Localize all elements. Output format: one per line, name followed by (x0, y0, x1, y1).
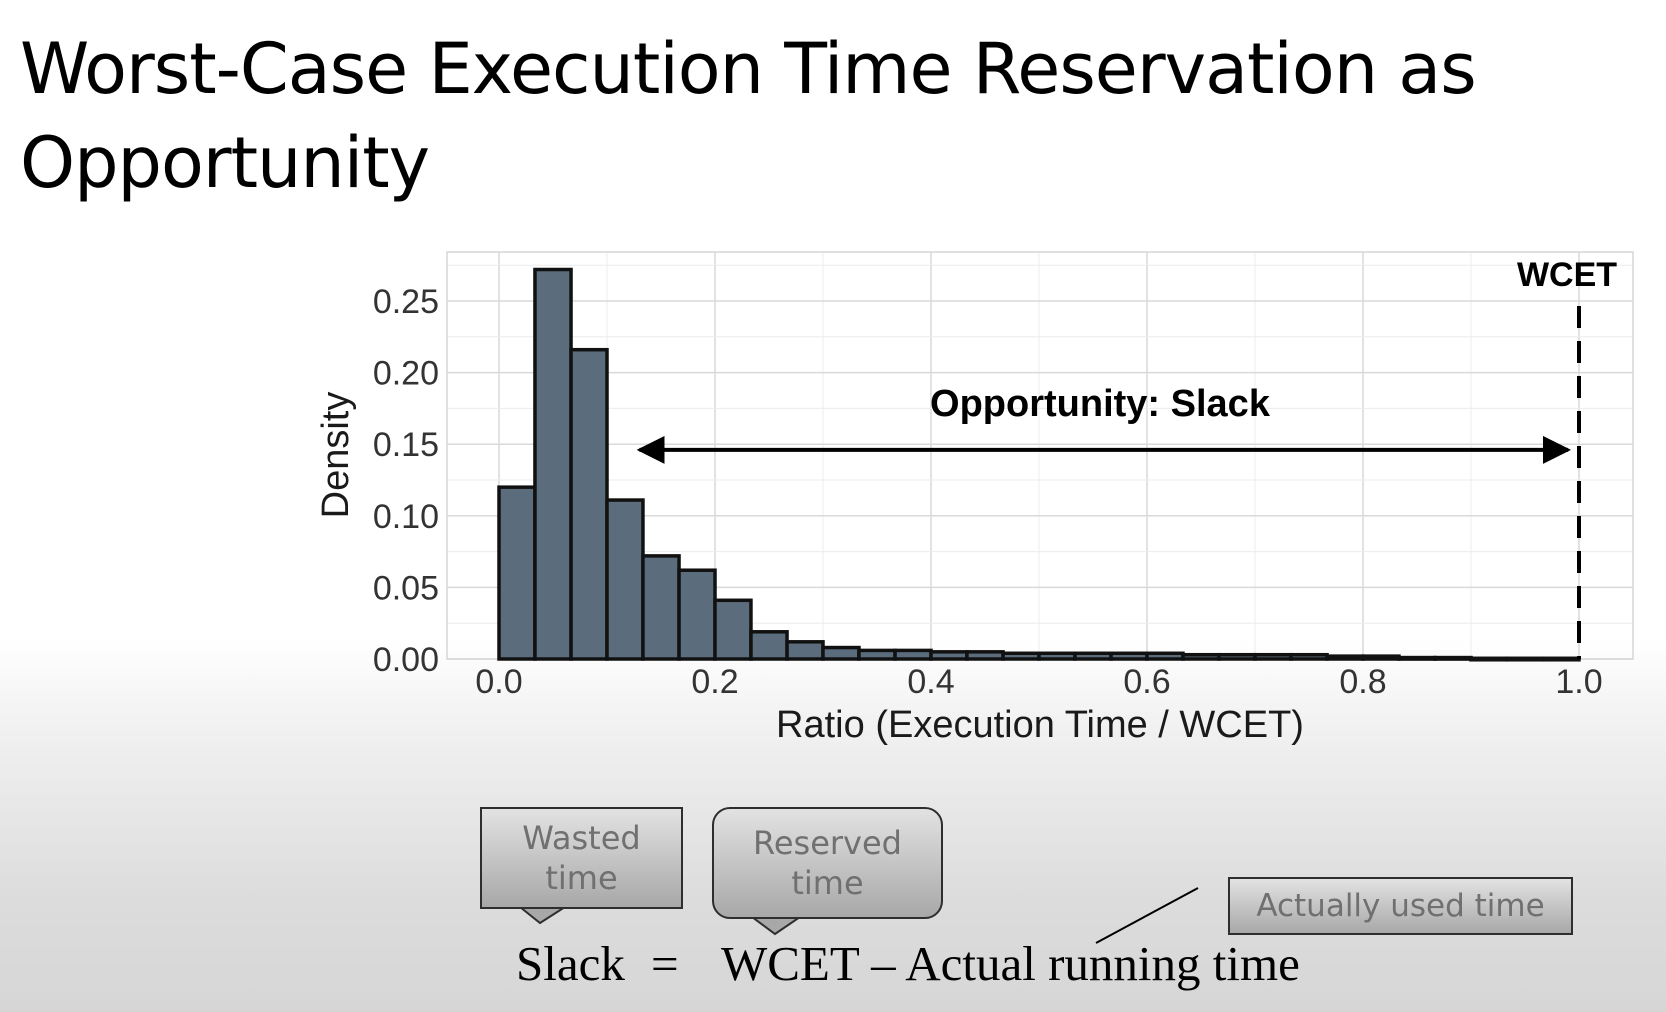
histogram-bar-28 (1505, 656, 1545, 662)
histogram-bar-5 (677, 568, 717, 661)
histogram-bar-14 (1001, 651, 1041, 661)
reserved-callout-line-1: Reserved (753, 824, 902, 862)
formula-equals: = (651, 936, 679, 991)
histogram-bar-6 (713, 598, 753, 661)
x-tick-label-4: 0.8 (1339, 663, 1386, 701)
histogram-bar-24 (1361, 654, 1401, 661)
slack-annotation-label: Opportunity: Slack (930, 383, 1271, 425)
histogram-bar-21 (1253, 652, 1293, 661)
wcet-label: WCET (1517, 256, 1617, 294)
histogram-bar-18 (1145, 651, 1185, 661)
histogram-bar-15 (1037, 651, 1077, 661)
reserved-callout-pointer (748, 916, 804, 936)
histogram-bar-9 (821, 645, 861, 661)
histogram-bar-1 (533, 267, 573, 661)
histogram-bar-26 (1433, 655, 1473, 661)
y-axis-label: Density (315, 392, 357, 519)
slide-title: Worst-Case Execution Time Reservation as… (20, 28, 1477, 204)
x-tick-label-3: 0.6 (1123, 663, 1170, 701)
histogram-bar-2 (569, 347, 609, 661)
x-axis-label: Ratio (Execution Time / WCET) (776, 704, 1304, 746)
histogram-bar-22 (1289, 652, 1329, 661)
formula-rhs: WCET – Actual running time (721, 936, 1300, 991)
histogram-bar-7 (749, 630, 789, 661)
y-tick-label-2: 0.10 (373, 498, 439, 536)
histogram-bar-27 (1469, 656, 1509, 662)
formula-lhs: Slack (516, 936, 625, 991)
actually-used-time-callout: Actually used time (1228, 877, 1573, 935)
histogram-bar-13 (965, 650, 1005, 661)
y-tick-label-5: 0.25 (373, 283, 439, 321)
used-callout-text: Actually used time (1256, 888, 1545, 924)
histogram-bar-10 (857, 648, 897, 661)
histogram-bar-0 (497, 485, 537, 661)
tick-labels: 0.0 0.2 0.4 0.6 0.8 1.0 0.00 0.05 0.10 0.15 0.20 0.… (373, 283, 1603, 701)
wasted-callout-line-1: Wasted (522, 819, 641, 857)
y-tick-label-1: 0.05 (373, 569, 439, 607)
histogram-bars (497, 267, 1581, 662)
histogram-bar-20 (1217, 652, 1257, 661)
histogram-bar-16 (1073, 651, 1113, 661)
histogram-bar-29 (1541, 656, 1581, 662)
reserved-callout-line-2: time (791, 864, 864, 902)
histogram-bar-12 (929, 650, 969, 661)
histogram-bar-23 (1325, 654, 1365, 661)
slack-formula: Slack = WCET – Actual running time (516, 934, 1300, 994)
histogram-bar-4 (641, 554, 681, 661)
wasted-time-callout: Wasted time (480, 807, 683, 909)
y-tick-label-4: 0.20 (373, 355, 439, 393)
histogram-bar-19 (1181, 652, 1221, 661)
x-tick-label-2: 0.4 (907, 663, 954, 701)
histogram-bar-3 (605, 498, 645, 661)
density-histogram-chart: 0.0 0.2 0.4 0.6 0.8 1.0 0.00 0.05 0.10 0.15 0.20 0.… (315, 251, 1634, 746)
histogram-bar-8 (785, 640, 825, 661)
histogram-bar-25 (1397, 655, 1437, 661)
histogram-bar-17 (1109, 651, 1149, 661)
reserved-time-callout: Reserved time (712, 807, 943, 919)
x-tick-label-1: 0.2 (691, 663, 738, 701)
wasted-callout-line-2: time (545, 859, 618, 897)
y-tick-label-3: 0.15 (373, 426, 439, 464)
histogram-bar-11 (893, 648, 933, 661)
x-tick-label-5: 1.0 (1555, 663, 1602, 701)
wasted-callout-pointer (517, 906, 569, 925)
y-tick-label-0: 0.00 (373, 641, 439, 679)
x-tick-label-0: 0.0 (475, 663, 522, 701)
